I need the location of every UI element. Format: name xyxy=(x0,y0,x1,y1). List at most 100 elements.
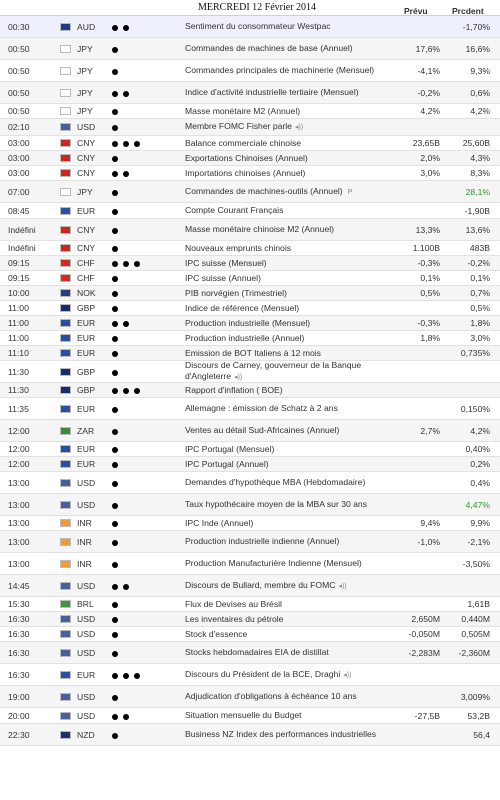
event-name-text[interactable]: Commandes de machines-outils (Annuel) P xyxy=(185,185,353,196)
event-name-text[interactable]: Ventes au détail Sud-Africaines (Annuel) xyxy=(185,425,340,435)
event-name-text[interactable]: PIB norvégien (Trimestriel) xyxy=(185,287,287,298)
table-row[interactable]: 16:30 EUR Discours du Président de la BCE,… xyxy=(0,664,500,686)
table-row[interactable]: 11:00 EUR Production industrielle (Mensuel… xyxy=(0,316,500,331)
table-row[interactable]: 11:30 GBP Rapport d'inflation ( BOE) xyxy=(0,383,500,398)
table-row[interactable]: 09:15 CHF IPC suisse (Annuel) 0,1% 0,1% xyxy=(0,271,500,286)
event-name-text[interactable]: Rapport d'inflation ( BOE) xyxy=(185,384,283,395)
event-name-text[interactable]: Emission de BOT Italiens à 12 mois xyxy=(185,347,321,358)
event-name-text[interactable]: Masse monétaire chinoise M2 (Annuel) xyxy=(185,224,335,234)
event-name-text[interactable]: Production industrielle (Mensuel) xyxy=(185,317,311,328)
event-name[interactable]: IPC Portugal (Annuel) xyxy=(185,457,390,471)
event-name[interactable]: Production industrielle (Mensuel) xyxy=(185,316,390,330)
event-name-text[interactable]: Production industrielle indienne (Annuel… xyxy=(185,536,340,546)
event-name-text[interactable]: Sentiment du consommateur Westpac xyxy=(185,21,331,31)
table-row[interactable]: 00:50 JPY Commandes principales de machine… xyxy=(0,60,500,82)
table-row[interactable]: 12:00 EUR IPC Portugal (Mensuel) 0,40% xyxy=(0,442,500,457)
event-name[interactable]: Production industrielle indienne (Annuel… xyxy=(185,531,390,552)
event-name-text[interactable]: Commandes de machines de base (Annuel) xyxy=(185,43,353,53)
table-row[interactable]: 08:45 EUR Compte Courant Français -1,90B xyxy=(0,203,500,219)
table-row[interactable]: 07:00 JPY Commandes de machines-outils (An… xyxy=(0,181,500,203)
event-name-text[interactable]: Situation mensuelle du Budget xyxy=(185,710,302,720)
event-name-text[interactable]: Commandes principales de machinerie (Men… xyxy=(185,65,375,75)
event-name[interactable]: Taux hypothécaire moyen de la MBA sur 30… xyxy=(185,494,390,515)
table-row[interactable]: 02:10 USD Membre FOMC Fisher parle ◂)) xyxy=(0,119,500,136)
table-row[interactable]: 00:50 JPY Indice d'activité industrielle t… xyxy=(0,82,500,104)
table-row[interactable]: 03:00 CNY Balance commerciale chinoise 23,6… xyxy=(0,136,500,151)
table-row[interactable]: 09:15 CHF IPC suisse (Mensuel) -0,3% -0,2% xyxy=(0,256,500,271)
event-name[interactable]: Ventes au détail Sud-Africaines (Annuel) xyxy=(185,420,390,441)
event-name[interactable]: Nouveaux emprunts chinois xyxy=(185,241,390,255)
event-name-text[interactable]: Exportations Chinoises (Annuel) xyxy=(185,152,308,163)
event-name-text[interactable]: Discours du Président de la BCE, Draghi ◂… xyxy=(185,668,352,679)
table-row[interactable]: 03:00 CNY Exportations Chinoises (Annuel) 2… xyxy=(0,151,500,166)
event-name[interactable]: Membre FOMC Fisher parle ◂)) xyxy=(185,119,390,135)
event-name-text[interactable]: IPC suisse (Annuel) xyxy=(185,272,261,283)
table-row[interactable]: 22:30 NZD Business NZ Index des performanc… xyxy=(0,724,500,746)
event-name[interactable]: Adjudication d'obligations à échéance 10… xyxy=(185,686,390,707)
event-name[interactable]: Discours de Carney, gouverneur de la Ban… xyxy=(185,360,390,382)
event-name[interactable]: Stocks hebdomadaires EIA de distillat xyxy=(185,642,390,663)
event-name[interactable]: Production industrielle (Annuel) xyxy=(185,331,390,345)
table-row[interactable]: 16:30 USD Les inventaires du pétrole 2,650M… xyxy=(0,612,500,627)
table-row[interactable]: 16:30 USD Stocks hebdomadaires EIA de dist… xyxy=(0,642,500,664)
event-name-text[interactable]: Membre FOMC Fisher parle ◂)) xyxy=(185,121,304,131)
event-name[interactable]: Balance commerciale chinoise xyxy=(185,136,390,150)
table-row[interactable]: 19:00 USD Adjudication d'obligations à éch… xyxy=(0,686,500,708)
event-name[interactable]: Commandes de machines de base (Annuel) xyxy=(185,38,390,59)
event-name[interactable]: Stock d'essence xyxy=(185,627,390,641)
event-name[interactable]: Demandes d'hypothèque MBA (Hebdomadaire) xyxy=(185,472,390,493)
event-name-text[interactable]: Indice de référence (Mensuel) xyxy=(185,302,300,313)
event-name[interactable]: Sentiment du consommateur Westpac xyxy=(185,16,390,37)
table-row[interactable]: 13:00 USD Taux hypothécaire moyen de la MB… xyxy=(0,494,500,516)
event-name[interactable]: Compte Courant Français xyxy=(185,203,390,218)
event-name-text[interactable]: IPC Portugal (Mensuel) xyxy=(185,443,275,454)
event-name[interactable]: Commandes de machines-outils (Annuel) P xyxy=(185,181,390,202)
event-name[interactable]: Flux de Devises au Brésil xyxy=(185,597,390,611)
table-row[interactable]: 13:00 INR Production industrielle indienne… xyxy=(0,531,500,553)
table-row[interactable]: 03:00 CNY Importations chinoises (Annuel) 3… xyxy=(0,166,500,181)
event-name[interactable]: Allemagne : émission de Schatz à 2 ans xyxy=(185,398,390,419)
table-row[interactable]: 12:00 ZAR Ventes au détail Sud-Africaines … xyxy=(0,420,500,442)
event-name-text[interactable]: Discours de Carney, gouverneur de la Ban… xyxy=(185,360,362,381)
event-name-text[interactable]: IPC Inde (Annuel) xyxy=(185,517,254,528)
table-row[interactable]: 00:50 JPY Commandes de machines de base (A… xyxy=(0,38,500,60)
table-row[interactable]: 11:00 GBP Indice de référence (Mensuel) 0,5… xyxy=(0,301,500,316)
event-name[interactable]: Les inventaires du pétrole xyxy=(185,612,390,626)
column-header-previous[interactable]: Prcdent xyxy=(452,6,484,16)
event-name-text[interactable]: Taux hypothécaire moyen de la MBA sur 30… xyxy=(185,499,368,509)
event-name-text[interactable]: Discours de Bullard, membre du FOMC ◂)) xyxy=(185,579,347,590)
event-name-text[interactable]: Stock d'essence xyxy=(185,628,248,639)
event-name-text[interactable]: IPC Portugal (Annuel) xyxy=(185,458,269,469)
event-name-text[interactable]: Nouveaux emprunts chinois xyxy=(185,242,292,253)
table-row[interactable]: 11:10 EUR Emission de BOT Italiens à 12 mo… xyxy=(0,346,500,361)
event-name[interactable]: IPC suisse (Annuel) xyxy=(185,271,390,285)
event-name[interactable]: Rapport d'inflation ( BOE) xyxy=(185,383,390,397)
event-name[interactable]: IPC suisse (Mensuel) xyxy=(185,256,390,270)
event-name-text[interactable]: Production industrielle (Annuel) xyxy=(185,332,305,343)
table-row[interactable]: 16:30 USD Stock d'essence -0,050M 0,505M xyxy=(0,627,500,642)
table-row[interactable]: 13:00 INR IPC Inde (Annuel) 9,4% 9,9% xyxy=(0,516,500,531)
event-name[interactable]: Emission de BOT Italiens à 12 mois xyxy=(185,346,390,360)
event-name[interactable]: Discours de Bullard, membre du FOMC ◂)) xyxy=(185,575,390,596)
table-row[interactable]: 15:30 BRL Flux de Devises au Brésil 1,61B xyxy=(0,597,500,612)
event-name-text[interactable]: Demandes d'hypothèque MBA (Hebdomadaire) xyxy=(185,477,366,487)
event-name[interactable]: Exportations Chinoises (Annuel) xyxy=(185,151,390,165)
event-name-text[interactable]: Indice d'activité industrielle tertiaire… xyxy=(185,87,359,97)
event-name-text[interactable]: Flux de Devises au Brésil xyxy=(185,598,282,609)
event-name-text[interactable]: Production Manufacturière Indienne (Mens… xyxy=(185,558,362,568)
event-name-text[interactable]: Les inventaires du pétrole xyxy=(185,613,284,624)
event-name[interactable]: Production Manufacturière Indienne (Mens… xyxy=(185,553,390,574)
table-row[interactable]: 13:00 INR Production Manufacturière Indien… xyxy=(0,553,500,575)
column-header-forecast[interactable]: Prévu xyxy=(404,6,428,16)
event-name-text[interactable]: Compte Courant Français xyxy=(185,205,284,215)
event-name-text[interactable]: Importations chinoises (Annuel) xyxy=(185,167,306,178)
table-row[interactable]: Indéfini CNY Nouveaux emprunts chinois 1.10… xyxy=(0,241,500,256)
event-name[interactable]: Business NZ Index des performances indus… xyxy=(185,724,390,745)
event-name[interactable]: Indice d'activité industrielle tertiaire… xyxy=(185,82,390,103)
table-row[interactable]: 13:00 USD Demandes d'hypothèque MBA (Hebdo… xyxy=(0,472,500,494)
event-name[interactable]: Importations chinoises (Annuel) xyxy=(185,166,390,180)
event-name-text[interactable]: Masse monétaire M2 (Annuel) xyxy=(185,105,301,116)
event-name[interactable]: IPC Portugal (Mensuel) xyxy=(185,442,390,456)
event-name[interactable]: IPC Inde (Annuel) xyxy=(185,516,390,530)
event-name-text[interactable]: Balance commerciale chinoise xyxy=(185,137,302,148)
